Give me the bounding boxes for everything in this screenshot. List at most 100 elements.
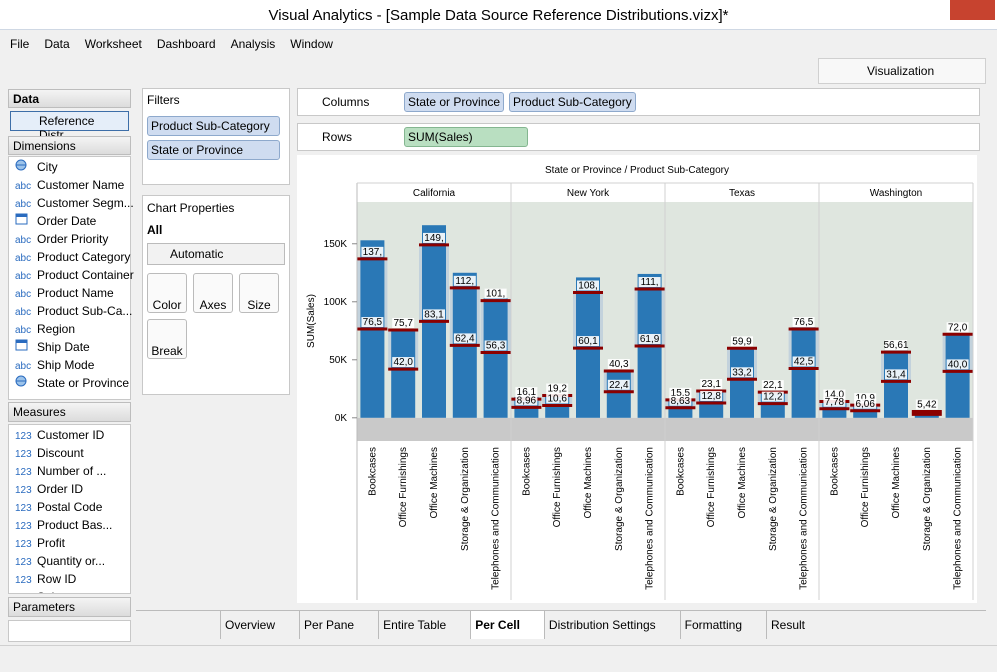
- menu-item[interactable]: Worksheet: [84, 37, 142, 51]
- reference-label-bg: [946, 322, 969, 333]
- reference-label-bg: [484, 288, 507, 299]
- tab[interactable]: Per Cell: [470, 611, 544, 639]
- field-item[interactable]: abc Product Name: [9, 284, 130, 302]
- tab[interactable]: Distribution Settings: [543, 611, 680, 639]
- field-item[interactable]: 123 Order ID: [9, 480, 130, 498]
- tab[interactable]: Per Pane: [299, 611, 378, 639]
- reference-label-bg: [607, 379, 630, 390]
- property-button[interactable]: Color: [147, 273, 187, 313]
- parameters-box[interactable]: [8, 620, 131, 642]
- category-label: Office Machines: [429, 447, 440, 519]
- category-label: Telephones and Communication: [953, 447, 964, 590]
- filter-pill[interactable]: Product Sub-Category: [147, 116, 280, 136]
- field-icon: abc: [15, 199, 32, 210]
- property-button[interactable]: Size: [239, 273, 279, 313]
- menu-item[interactable]: Window: [290, 37, 333, 51]
- reference-label-bg: [854, 393, 877, 404]
- category-label: Office Furnishings: [706, 447, 717, 527]
- reference-label: 42,5: [794, 356, 814, 367]
- field-label: Order Priority: [37, 232, 109, 246]
- field-item[interactable]: abc Region: [9, 320, 130, 338]
- filter-pill[interactable]: State or Province: [147, 140, 280, 160]
- columns-label: Columns: [322, 95, 370, 109]
- tab[interactable]: Overview: [220, 611, 299, 639]
- field-item[interactable]: 123 Quantity or...: [9, 552, 130, 570]
- field-item[interactable]: Order Date: [9, 212, 130, 230]
- field-item[interactable]: 123 Product Bas...: [9, 516, 130, 534]
- field-icon: abc: [15, 289, 32, 300]
- property-button[interactable]: Axes: [193, 273, 233, 313]
- property-buttons: Color Axes Size Break: [147, 273, 285, 359]
- reference-label: 72,0: [948, 322, 968, 333]
- column-pill[interactable]: Product Sub-Category: [509, 92, 636, 112]
- reference-label-bg: [669, 395, 692, 406]
- reference-label: 112,: [455, 276, 474, 287]
- field-item[interactable]: abc Customer Name: [9, 176, 130, 194]
- reference-label-bg: [823, 396, 846, 407]
- pane-header: Washington: [870, 188, 922, 199]
- field-item[interactable]: abc Product Category: [9, 248, 130, 266]
- column-pill[interactable]: State or Province: [404, 92, 505, 112]
- bar: [884, 350, 908, 418]
- mark-type[interactable]: Automatic: [147, 243, 285, 265]
- reference-label: 42,0: [393, 357, 413, 368]
- field-icon: 123: [15, 575, 32, 586]
- field-item[interactable]: State or Province: [9, 374, 130, 392]
- status-bar: [0, 645, 997, 672]
- menu-item[interactable]: Analysis: [230, 37, 276, 51]
- reference-label: 111,: [641, 277, 659, 288]
- field-item[interactable]: abc Order Priority: [9, 230, 130, 248]
- field-item[interactable]: 123 Number of ...: [9, 462, 130, 480]
- reference-label: 10,6: [547, 393, 567, 404]
- field-item[interactable]: 123 Discount: [9, 444, 130, 462]
- tab[interactable]: Entire Table: [378, 611, 470, 639]
- menu-item[interactable]: File: [10, 37, 30, 51]
- field-icon: [15, 213, 37, 232]
- field-item[interactable]: abc Product Container: [9, 266, 134, 284]
- field-icon: abc: [15, 325, 32, 336]
- field-item[interactable]: abc Customer Segm...: [9, 194, 134, 212]
- field-item[interactable]: abc Product Sub-Ca...: [9, 302, 133, 320]
- close-button[interactable]: [950, 0, 995, 20]
- pane-header: Texas: [729, 188, 755, 199]
- reference-label: 12,8: [701, 391, 721, 402]
- reference-label-bg: [638, 277, 661, 288]
- field-icon: abc: [15, 235, 32, 246]
- property-button[interactable]: Break: [147, 319, 187, 359]
- field-label: Region: [37, 322, 76, 336]
- bar: [391, 329, 416, 418]
- tab[interactable]: Formatting: [679, 611, 766, 639]
- field-item[interactable]: 123Sales: [9, 588, 130, 593]
- field-label: Customer Segm...: [37, 196, 134, 210]
- visualization-tab[interactable]: Visualization: [818, 58, 986, 84]
- tab[interactable]: Result: [766, 611, 829, 639]
- menu-item[interactable]: Dashboard: [156, 37, 216, 51]
- globe-icon: [15, 159, 27, 171]
- menu-item[interactable]: Data: [44, 37, 70, 51]
- reference-label-bg: [577, 280, 599, 291]
- reference-label: 56,3: [486, 340, 506, 351]
- category-label: Office Machines: [737, 447, 748, 519]
- field-label: Ship Mode: [37, 358, 95, 372]
- reference-label-bg: [423, 309, 445, 320]
- bar: [730, 347, 754, 418]
- data-source[interactable]: Reference Distr...: [10, 111, 129, 142]
- bar: [945, 333, 970, 418]
- columns-pills: State or Province Product Sub-Category: [404, 92, 641, 112]
- field-item[interactable]: abc Ship Mode: [9, 356, 130, 374]
- reference-label-bg: [885, 340, 907, 351]
- field-item[interactable]: City: [9, 158, 130, 176]
- field-label: State or Province: [37, 376, 130, 390]
- bar: [791, 327, 816, 418]
- field-label: Product Bas...: [37, 518, 113, 532]
- reference-label-bg: [546, 393, 569, 404]
- field-item[interactable]: 123 Customer ID: [9, 426, 130, 444]
- field-item[interactable]: 123 Postal Code: [9, 498, 130, 516]
- field-item[interactable]: 123 Row ID: [9, 570, 130, 588]
- field-label: Product Sub-Ca...: [37, 304, 133, 318]
- field-item[interactable]: 123 Profit: [9, 534, 130, 552]
- reference-label: 76,5: [794, 317, 814, 328]
- row-pill[interactable]: SUM(Sales): [404, 127, 528, 147]
- measures-header: Measures: [8, 402, 131, 422]
- field-item[interactable]: Ship Date: [9, 338, 130, 356]
